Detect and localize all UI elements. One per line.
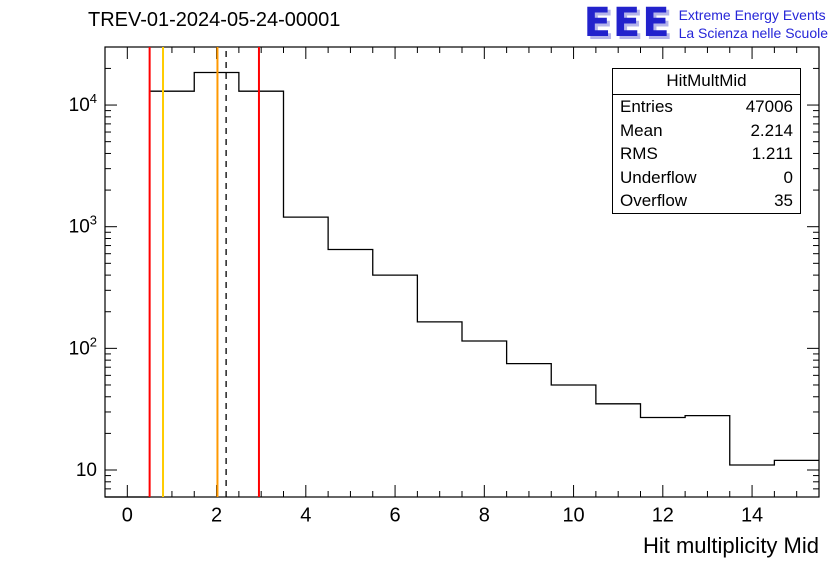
histogram-line: [105, 71, 819, 498]
stats-label: Entries: [620, 97, 673, 116]
stats-label: Overflow: [620, 191, 688, 210]
x-tick-label: 0: [122, 505, 133, 527]
y-tick-label: 10: [76, 460, 97, 481]
stats-row-rms: RMS 1.211: [613, 142, 800, 166]
x-tick-label: 12: [652, 505, 674, 527]
stats-label: Mean: [620, 120, 663, 140]
stats-value: 1.211: [751, 144, 793, 163]
eee-logo-subtitle: Extreme Energy Events La Scienza nelle S…: [679, 4, 828, 42]
stats-value: 35: [774, 191, 793, 210]
eee-logo: EEE Extreme Energy Events La Scienza nel…: [583, 0, 828, 46]
stats-label: RMS: [620, 144, 658, 163]
stats-row-overflow: Overflow 35: [613, 189, 800, 213]
page-title: TREV-01-2024-05-24-00001: [88, 9, 341, 31]
x-tick-label: 14: [741, 505, 763, 527]
x-tick-label: 10: [562, 505, 584, 527]
stats-value: 2.214: [750, 120, 793, 140]
stats-value: 0: [783, 167, 793, 187]
x-axis-title: Hit multiplicity Mid: [642, 533, 819, 558]
stats-row-underflow: Underflow 0: [613, 166, 800, 190]
stats-title: HitMultMid: [613, 69, 800, 95]
x-tick-label: 4: [300, 505, 311, 527]
stats-label: Underflow: [620, 167, 697, 187]
x-tick-label: 6: [390, 505, 401, 527]
stats-row-entries: Entries 47006: [613, 95, 800, 119]
x-tick-label: 2: [211, 505, 222, 527]
stats-row-mean: Mean 2.214: [613, 119, 800, 143]
eee-logo-line1: Extreme Energy Events: [678, 7, 826, 23]
eee-logo-line2: La Scienza nelle Scuole: [678, 25, 828, 41]
stats-box: HitMultMid Entries 47006 Mean 2.214 RMS …: [612, 68, 801, 214]
y-tick-label: 103: [69, 213, 97, 238]
eee-logo-text: EEE: [583, 0, 672, 46]
y-tick-label: 102: [69, 334, 97, 359]
x-tick-label: 8: [479, 505, 490, 527]
stats-value: 47006: [745, 97, 793, 116]
y-tick-label: 104: [69, 91, 97, 116]
